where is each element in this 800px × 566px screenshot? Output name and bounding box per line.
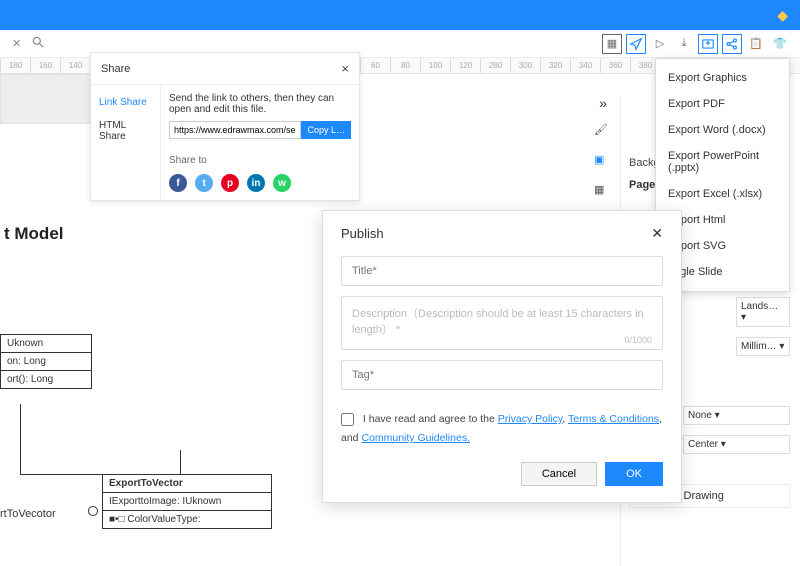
premium-icon[interactable]: ◆ [777, 7, 788, 24]
char-counter: 0/1000 [624, 335, 652, 345]
uml-class-name: ExportToVector [103, 475, 271, 493]
social-icons: f t p in w [169, 174, 351, 192]
toolbar-left: ✕ [12, 35, 45, 52]
share-title: Share [101, 63, 130, 75]
export-word[interactable]: Export Word (.docx) [656, 117, 789, 143]
side-tool-strip: » 🖌 ▣ ▦ [590, 95, 616, 201]
page-icon[interactable]: ▣ [594, 153, 612, 171]
export-graphics[interactable]: Export Graphics [656, 65, 789, 91]
wechat-icon[interactable]: w [273, 174, 291, 192]
agreement-text: I have read and agree to the Privacy Pol… [341, 410, 663, 448]
uml-row: ort(): Long [1, 371, 91, 388]
uml-port[interactable] [88, 506, 98, 516]
uml-connector [20, 404, 21, 474]
orientation-select[interactable]: Lands… ▾ [736, 297, 790, 327]
close-icon[interactable]: × [341, 61, 349, 76]
twitter-icon[interactable]: t [195, 174, 213, 192]
privacy-link[interactable]: Privacy Policy [498, 413, 563, 425]
share-icon[interactable] [722, 34, 742, 54]
export-image-icon[interactable] [698, 34, 718, 54]
share-dialog: Share × Link Share HTML Share Send the l… [90, 52, 360, 201]
uml-class-1[interactable]: Uknown on: Long ort(): Long [0, 334, 92, 389]
tag-input[interactable] [341, 360, 663, 390]
publish-dialog: Publish ✕ Description（Description should… [322, 210, 682, 503]
description-input[interactable]: Description（Description should be at lea… [341, 296, 663, 350]
export-powerpoint[interactable]: Export PowerPoint (.pptx) [656, 143, 789, 181]
agree-checkbox[interactable] [341, 413, 354, 426]
collapse-icon[interactable]: » [599, 95, 607, 111]
uml-side-label: rtToVecotor [0, 508, 56, 520]
share-tabs: Link Share HTML Share [91, 85, 161, 200]
pinterest-icon[interactable]: p [221, 174, 239, 192]
tab-html-share[interactable]: HTML Share [91, 114, 160, 148]
app-titlebar: ◆ [0, 0, 800, 30]
close-icon[interactable]: ✕ [651, 225, 663, 242]
copy-link-button[interactable]: Copy L… [301, 121, 351, 139]
publish-title: Publish [341, 226, 384, 241]
title-input[interactable] [341, 256, 663, 286]
uml-row: IExporttoImage: IUknown [103, 493, 271, 511]
export-pdf[interactable]: Export PDF [656, 91, 789, 117]
style-select[interactable]: None ▾ [683, 406, 790, 425]
uml-row: Uknown [1, 335, 91, 353]
facebook-icon[interactable]: f [169, 174, 187, 192]
export-excel[interactable]: Export Excel (.xlsx) [656, 181, 789, 207]
layers-icon[interactable]: ▦ [602, 34, 622, 54]
tab-link-share[interactable]: Link Share [91, 91, 160, 114]
cancel-button[interactable]: Cancel [521, 462, 597, 486]
paint-icon[interactable]: 🖌 [594, 123, 612, 141]
clipboard-icon[interactable]: 📋 [746, 34, 766, 54]
terms-link[interactable]: Terms & Conditions [568, 413, 659, 425]
uml-class-2[interactable]: ExportToVector IExporttoImage: IUknown ■… [102, 474, 272, 529]
uml-connector [180, 450, 181, 476]
play-icon[interactable]: ▷ [650, 34, 670, 54]
shirt-icon[interactable]: 👕 [770, 34, 790, 54]
share-to-label: Share to [169, 155, 351, 166]
position-select[interactable]: Center ▾ [683, 435, 790, 454]
send-icon[interactable] [626, 34, 646, 54]
download-icon[interactable]: ⤓ [674, 34, 694, 54]
share-url-input[interactable] [169, 121, 301, 139]
ok-button[interactable]: OK [605, 462, 663, 486]
uml-row: ■•□ ColorValueType: [103, 511, 271, 528]
grid-icon[interactable]: ▦ [594, 183, 612, 201]
diagram-title: t Model [4, 224, 64, 244]
share-instruction: Send the link to others, then they can o… [169, 93, 351, 115]
tools-icon[interactable]: ✕ [12, 37, 21, 50]
community-link[interactable]: Community Guidelines. [361, 432, 470, 444]
uml-row: on: Long [1, 353, 91, 371]
linkedin-icon[interactable]: in [247, 174, 265, 192]
unit-select[interactable]: Millim… ▾ [736, 337, 790, 356]
search-icon[interactable] [31, 35, 45, 52]
